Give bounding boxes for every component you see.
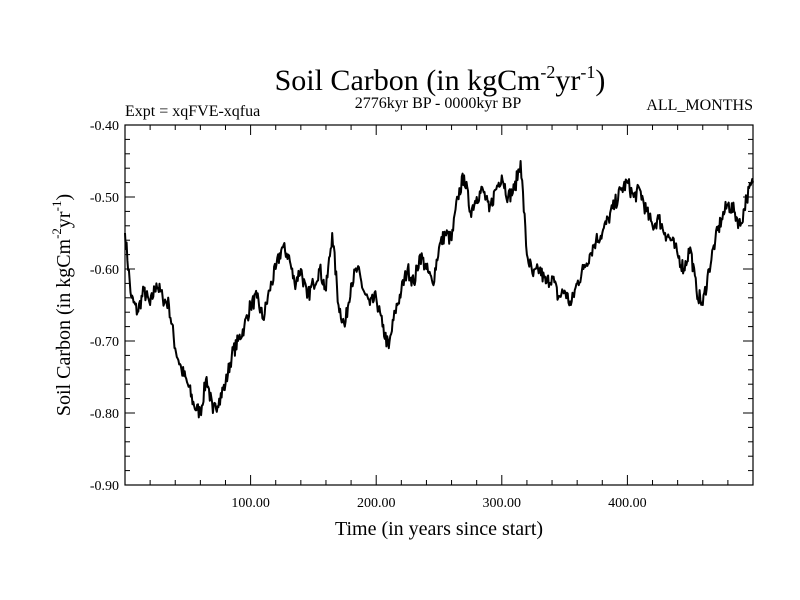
x-axis-label: Time (in years since start) — [335, 518, 543, 540]
x-tick-label: 100.00 — [231, 496, 270, 511]
plot-frame — [125, 125, 753, 485]
y-axis-label: Soil Carbon (in kgCm-2yr-1) — [49, 194, 75, 416]
y-tick-label: -0.40 — [90, 119, 119, 134]
y-axis-ticks: -0.90 -0.80 -0.70 -0.60 -0.50 -0.40 — [90, 119, 753, 494]
experiment-label: Expt = xqFVE-xqfua — [125, 103, 260, 120]
months-label: ALL_MONTHS — [646, 97, 753, 114]
chart-title: Soil Carbon (in kgCm-2yr-1) — [275, 62, 606, 97]
y-tick-label: -0.50 — [90, 191, 119, 206]
y-tick-label: -0.70 — [90, 335, 119, 350]
x-tick-label: 400.00 — [608, 496, 647, 511]
x-axis-ticks: 100.00 200.00 300.00 400.00 — [150, 125, 728, 511]
y-tick-label: -0.90 — [90, 479, 119, 494]
y-tick-label: -0.80 — [90, 407, 119, 422]
x-tick-label: 200.00 — [357, 496, 396, 511]
x-tick-label: 300.00 — [483, 496, 522, 511]
period-label: 2776kyr BP - 0000kyr BP — [355, 95, 522, 112]
chart: Soil Carbon (in kgCm-2yr-1) Expt = xqFVE… — [0, 0, 800, 600]
series-line-soil-carbon — [125, 161, 753, 417]
y-tick-label: -0.60 — [90, 263, 119, 278]
